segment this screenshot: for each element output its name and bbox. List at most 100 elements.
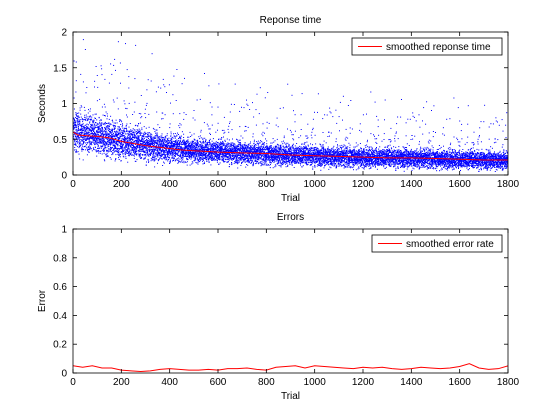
- scatter-point: [267, 152, 269, 154]
- scatter-point: [175, 142, 177, 144]
- scatter-point: [154, 157, 156, 159]
- scatter-point: [146, 148, 148, 150]
- scatter-point: [234, 83, 236, 85]
- scatter-point: [213, 157, 215, 159]
- scatter-point: [100, 138, 102, 140]
- scatter-point: [170, 146, 171, 148]
- scatter-point: [110, 138, 112, 140]
- scatter-point: [106, 151, 108, 153]
- scatter-point: [139, 144, 141, 146]
- scatter-point: [154, 155, 156, 157]
- scatter-point: [107, 134, 109, 136]
- scatter-point: [226, 149, 228, 151]
- scatter-point: [244, 151, 246, 153]
- scatter-point: [138, 139, 140, 140]
- scatter-point: [218, 83, 220, 85]
- scatter-point: [149, 142, 151, 144]
- scatter-point: [140, 132, 142, 134]
- scatter-point: [104, 127, 106, 129]
- scatter-point: [117, 145, 119, 147]
- scatter-point: [88, 132, 90, 134]
- scatter-point: [115, 150, 117, 152]
- scatter-point: [207, 141, 209, 143]
- scatter-point: [125, 143, 127, 145]
- scatter-point: [118, 128, 120, 130]
- scatter-point: [113, 125, 115, 127]
- scatter-point: [114, 160, 116, 162]
- scatter-point: [202, 137, 204, 139]
- scatter-point: [271, 155, 272, 157]
- scatter-point: [79, 158, 81, 160]
- scatter-point: [105, 141, 107, 143]
- scatter-point: [116, 122, 118, 124]
- scatter-point: [92, 140, 94, 142]
- scatter-point: [82, 159, 84, 161]
- scatter-point: [255, 159, 257, 161]
- scatter-point: [196, 159, 198, 161]
- scatter-series: [73, 39, 508, 172]
- scatter-point: [90, 133, 92, 134]
- scatter-point: [143, 140, 145, 142]
- scatter-point: [73, 121, 75, 123]
- scatter-point: [203, 157, 205, 159]
- scatter-point: [92, 128, 94, 130]
- scatter-point: [233, 104, 235, 105]
- scatter-point: [244, 159, 246, 161]
- scatter-point: [220, 141, 222, 143]
- scatter-point: [261, 163, 263, 165]
- scatter-point: [73, 143, 75, 145]
- scatter-point: [75, 114, 77, 116]
- scatter-point: [126, 144, 128, 146]
- scatter-point: [256, 147, 258, 149]
- scatter-point: [87, 142, 89, 144]
- scatter-point: [91, 138, 93, 140]
- scatter-point: [104, 160, 106, 162]
- scatter-point: [151, 151, 153, 153]
- scatter-point: [94, 127, 96, 129]
- scatter-point: [158, 144, 160, 146]
- scatter-point: [94, 134, 95, 136]
- scatter-point: [124, 139, 126, 141]
- scatter-point: [209, 153, 211, 154]
- scatter-point: [233, 146, 235, 148]
- scatter-point: [99, 135, 101, 137]
- scatter-point: [265, 149, 267, 151]
- scatter-point: [182, 161, 184, 163]
- scatter-point: [188, 153, 190, 155]
- scatter-point: [243, 158, 245, 160]
- scatter-point: [194, 119, 196, 121]
- scatter-point: [145, 143, 146, 145]
- scatter-point: [249, 147, 251, 149]
- scatter-point: [203, 159, 204, 161]
- scatter-point: [90, 124, 92, 126]
- scatter-point: [145, 151, 147, 153]
- scatter-point: [192, 148, 194, 150]
- scatter-point: [194, 159, 196, 161]
- scatter-point: [222, 153, 224, 155]
- scatter-point: [86, 120, 88, 122]
- scatter-point: [133, 146, 135, 147]
- scatter-point: [225, 145, 227, 147]
- scatter-point: [89, 148, 91, 150]
- scatter-point: [110, 142, 112, 144]
- scatter-point: [83, 118, 85, 120]
- scatter-point: [84, 126, 85, 128]
- scatter-point: [100, 142, 102, 144]
- scatter-point: [110, 148, 112, 150]
- scatter-point: [78, 147, 80, 149]
- scatter-point: [151, 144, 153, 146]
- scatter-point: [124, 103, 126, 105]
- scatter-point: [264, 162, 266, 164]
- scatter-point: [249, 150, 251, 152]
- scatter-point: [160, 142, 162, 144]
- scatter-point: [141, 141, 143, 142]
- scatter-point: [149, 146, 151, 148]
- scatter-point: [204, 73, 205, 74]
- scatter-point: [210, 155, 212, 157]
- scatter-point: [75, 61, 77, 63]
- scatter-point: [140, 95, 142, 96]
- scatter-point: [122, 123, 123, 125]
- scatter-point: [250, 149, 252, 151]
- scatter-point: [165, 151, 167, 153]
- scatter-point: [165, 144, 167, 146]
